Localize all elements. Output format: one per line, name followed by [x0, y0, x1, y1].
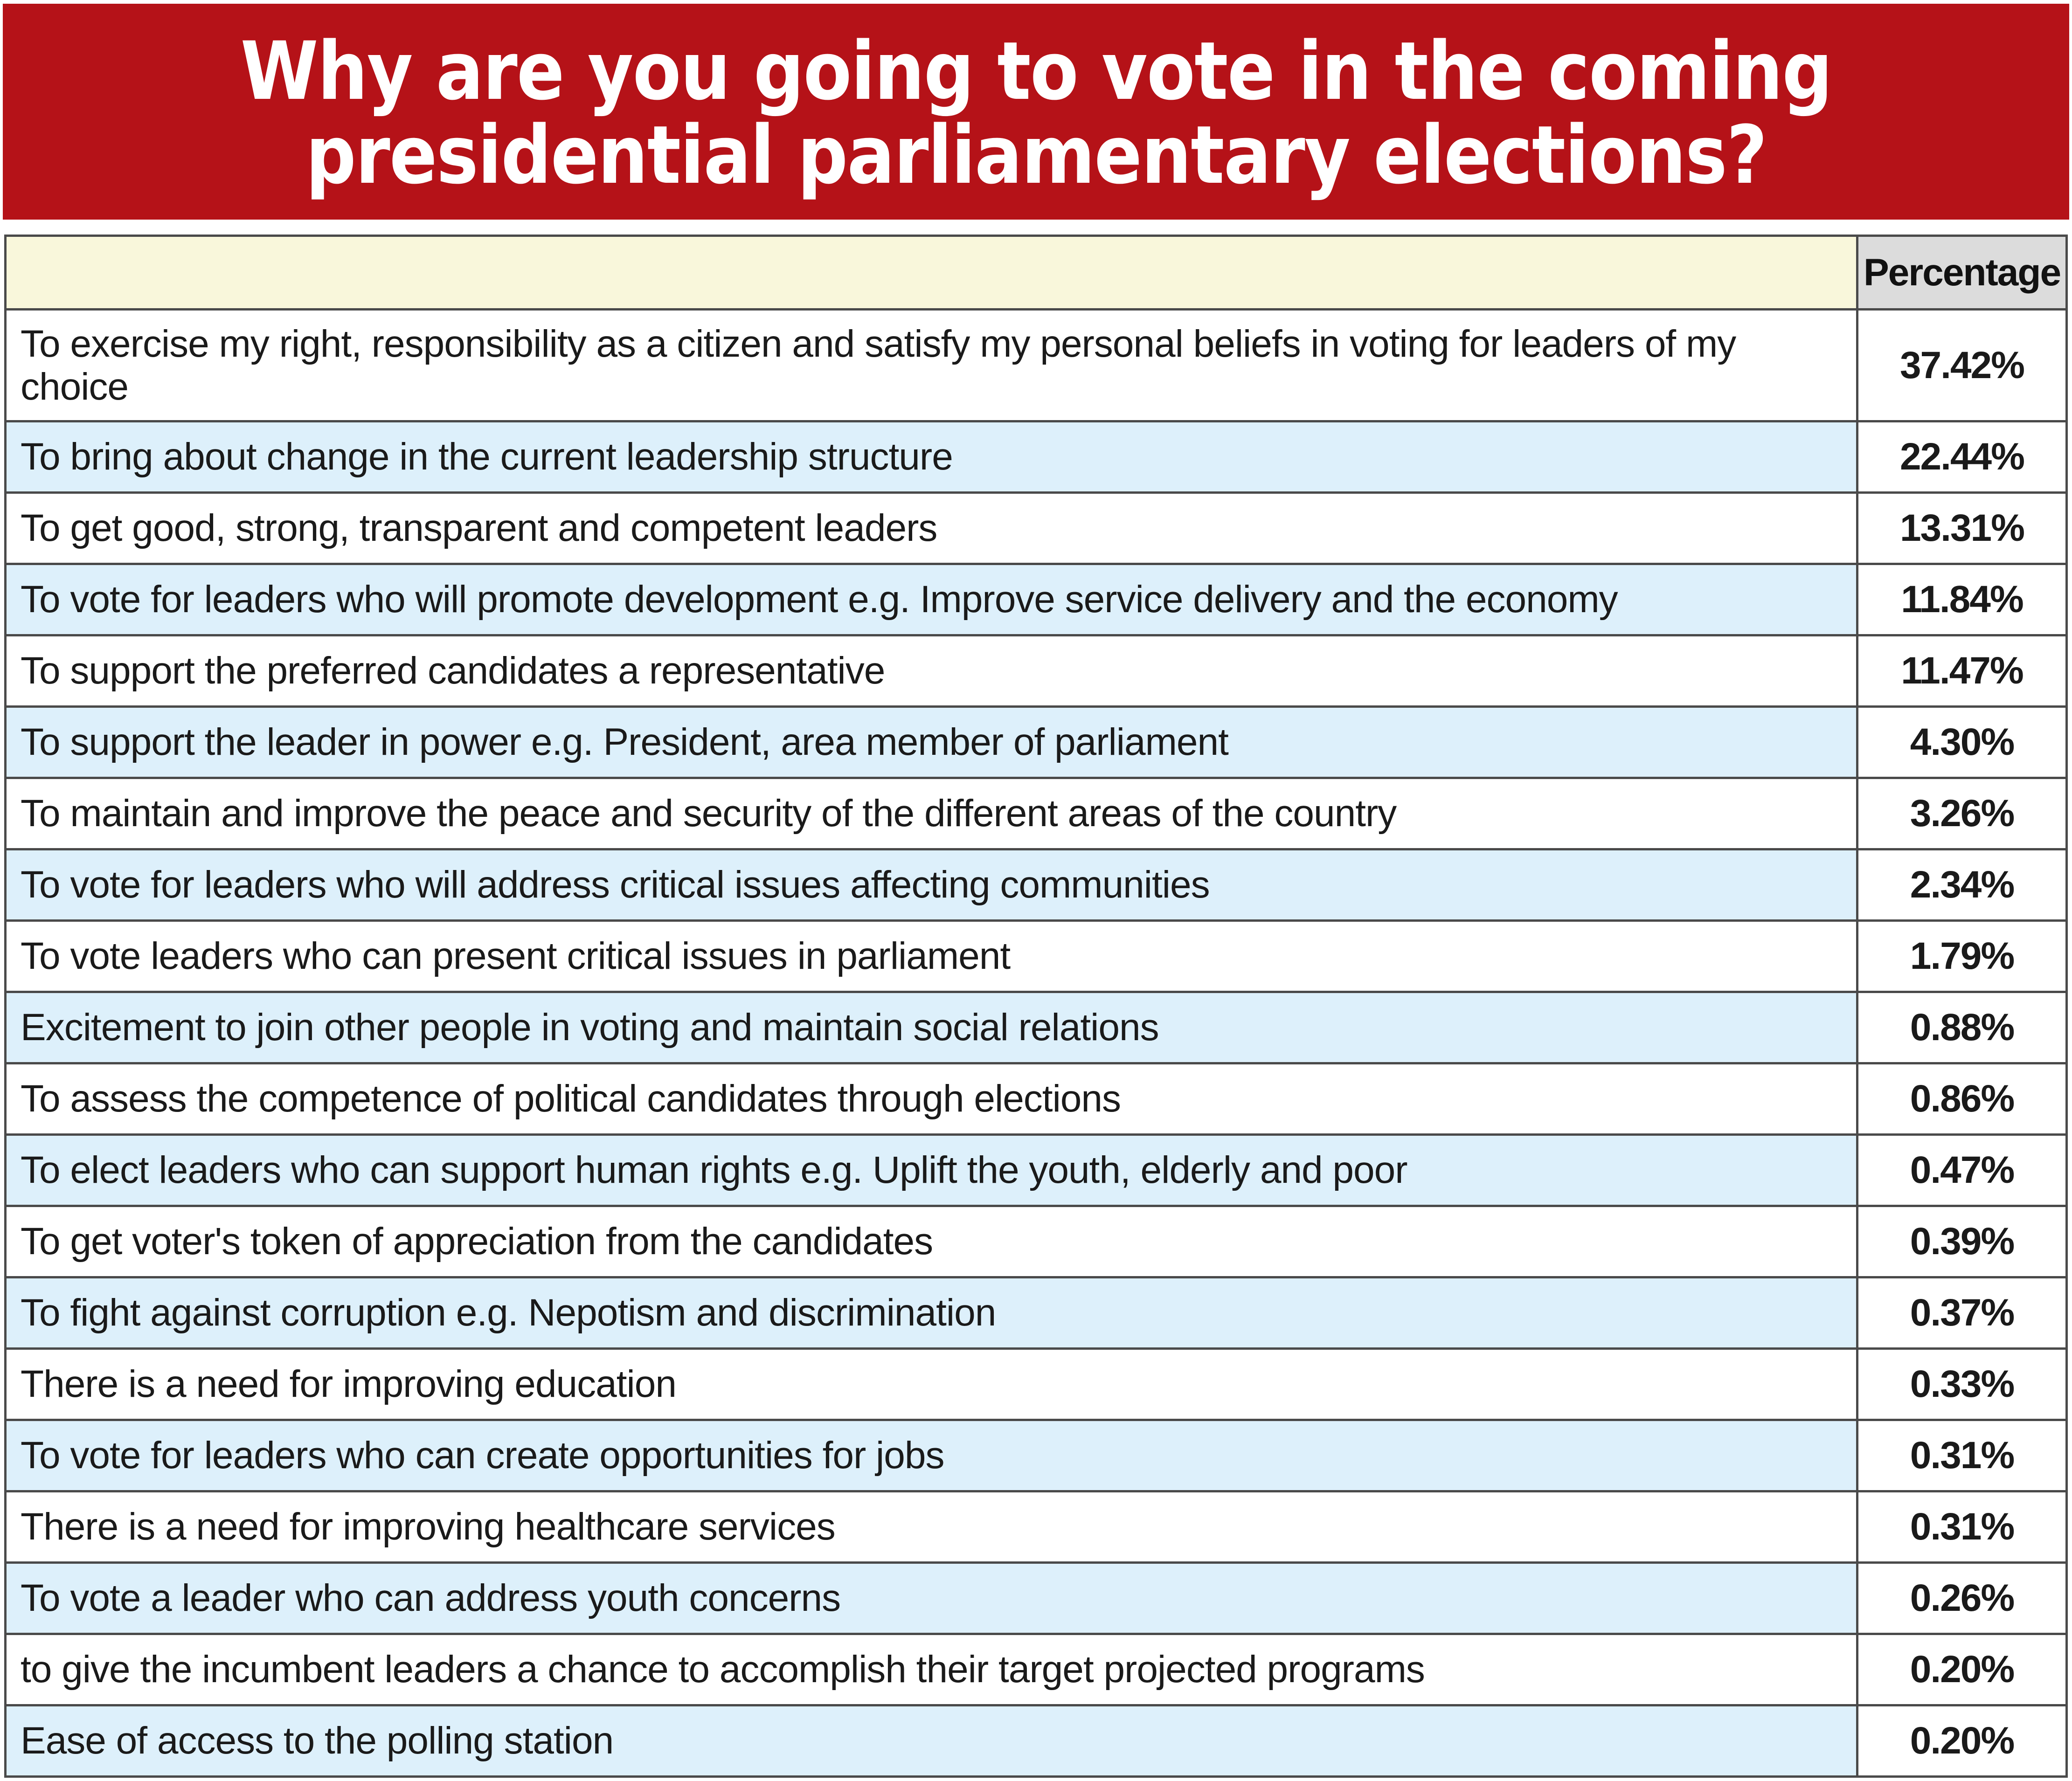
table-row: To vote leaders who can present critical…	[4, 919, 2068, 993]
title-banner: Why are you going to vote in the coming …	[3, 4, 2069, 220]
table-row: To vote for leaders who will address cri…	[4, 848, 2068, 922]
table-row: to give the incumbent leaders a chance t…	[4, 1633, 2068, 1706]
row-label: Ease of access to the polling station	[4, 1704, 1858, 1778]
row-percentage: 0.86%	[1856, 1062, 2068, 1136]
row-percentage: 0.47%	[1856, 1133, 2068, 1207]
table-row: Ease of access to the polling station 0.2…	[4, 1704, 2068, 1778]
row-label: To vote a leader who can address youth c…	[4, 1561, 1858, 1635]
row-percentage: 0.26%	[1856, 1561, 2068, 1635]
table-row: To assess the competence of political ca…	[4, 1062, 2068, 1136]
row-percentage: 0.39%	[1856, 1205, 2068, 1278]
row-percentage: 37.42%	[1856, 308, 2068, 422]
table-row: To support the preferred candidates a re…	[4, 634, 2068, 708]
table-row: To elect leaders who can support human r…	[4, 1133, 2068, 1207]
results-table: Percentage To exercise my right, respons…	[4, 235, 2068, 1778]
table-row: There is a need for improving education 0…	[4, 1347, 2068, 1421]
table-body: To exercise my right, responsibility as …	[4, 308, 2068, 1778]
table-row: To fight against corruption e.g. Nepotis…	[4, 1276, 2068, 1350]
table-row: To vote for leaders who will promote dev…	[4, 563, 2068, 636]
row-label: To vote for leaders who can create oppor…	[4, 1419, 1858, 1492]
header-blank-cell	[4, 235, 1858, 311]
row-label: To vote for leaders who will address cri…	[4, 848, 1858, 922]
table-row: Excitement to join other people in votin…	[4, 991, 2068, 1064]
row-percentage: 3.26%	[1856, 777, 2068, 850]
row-label: To fight against corruption e.g. Nepotis…	[4, 1276, 1858, 1350]
table-row: To maintain and improve the peace and se…	[4, 777, 2068, 850]
table-row: To bring about change in the current lea…	[4, 420, 2068, 494]
table-row: To exercise my right, responsibility as …	[4, 308, 2068, 422]
table-row: To vote for leaders who can create oppor…	[4, 1419, 2068, 1492]
row-percentage: 0.33%	[1856, 1347, 2068, 1421]
row-percentage: 0.20%	[1856, 1704, 2068, 1778]
table-row: To vote a leader who can address youth c…	[4, 1561, 2068, 1635]
chart-title: Why are you going to vote in the coming …	[240, 24, 1832, 202]
row-label: To vote for leaders who will promote dev…	[4, 563, 1858, 636]
table-row: There is a need for improving healthcare…	[4, 1490, 2068, 1564]
row-percentage: 0.20%	[1856, 1633, 2068, 1706]
row-percentage: 0.88%	[1856, 991, 2068, 1064]
row-percentage: 1.79%	[1856, 919, 2068, 993]
percentage-column-header: Percentage	[1856, 235, 2068, 311]
row-label: To support the preferred candidates a re…	[4, 634, 1858, 708]
row-percentage: 11.47%	[1856, 634, 2068, 708]
row-label: To assess the competence of political ca…	[4, 1062, 1858, 1136]
row-percentage: 0.37%	[1856, 1276, 2068, 1350]
row-percentage: 0.31%	[1856, 1490, 2068, 1564]
row-label: To get voter's token of appreciation fro…	[4, 1205, 1858, 1278]
row-label: Excitement to join other people in votin…	[4, 991, 1858, 1064]
row-label: To support the leader in power e.g. Pres…	[4, 705, 1858, 779]
row-percentage: 11.84%	[1856, 563, 2068, 636]
row-label: To bring about change in the current lea…	[4, 420, 1858, 494]
row-percentage: 2.34%	[1856, 848, 2068, 922]
row-label: To elect leaders who can support human r…	[4, 1133, 1858, 1207]
row-percentage: 13.31%	[1856, 491, 2068, 565]
row-label: To maintain and improve the peace and se…	[4, 777, 1858, 850]
table-row: To get voter's token of appreciation fro…	[4, 1205, 2068, 1278]
row-percentage: 0.31%	[1856, 1419, 2068, 1492]
table-row: To support the leader in power e.g. Pres…	[4, 705, 2068, 779]
row-label: To get good, strong, transparent and com…	[4, 491, 1858, 565]
table-row: To get good, strong, transparent and com…	[4, 491, 2068, 565]
row-label: to give the incumbent leaders a chance t…	[4, 1633, 1858, 1706]
row-label: To vote leaders who can present critical…	[4, 919, 1858, 993]
row-label: There is a need for improving healthcare…	[4, 1490, 1858, 1564]
row-percentage: 4.30%	[1856, 705, 2068, 779]
table-header-row: Percentage	[4, 235, 2068, 311]
row-label: There is a need for improving education	[4, 1347, 1858, 1421]
row-percentage: 22.44%	[1856, 420, 2068, 494]
row-label: To exercise my right, responsibility as …	[4, 308, 1858, 422]
